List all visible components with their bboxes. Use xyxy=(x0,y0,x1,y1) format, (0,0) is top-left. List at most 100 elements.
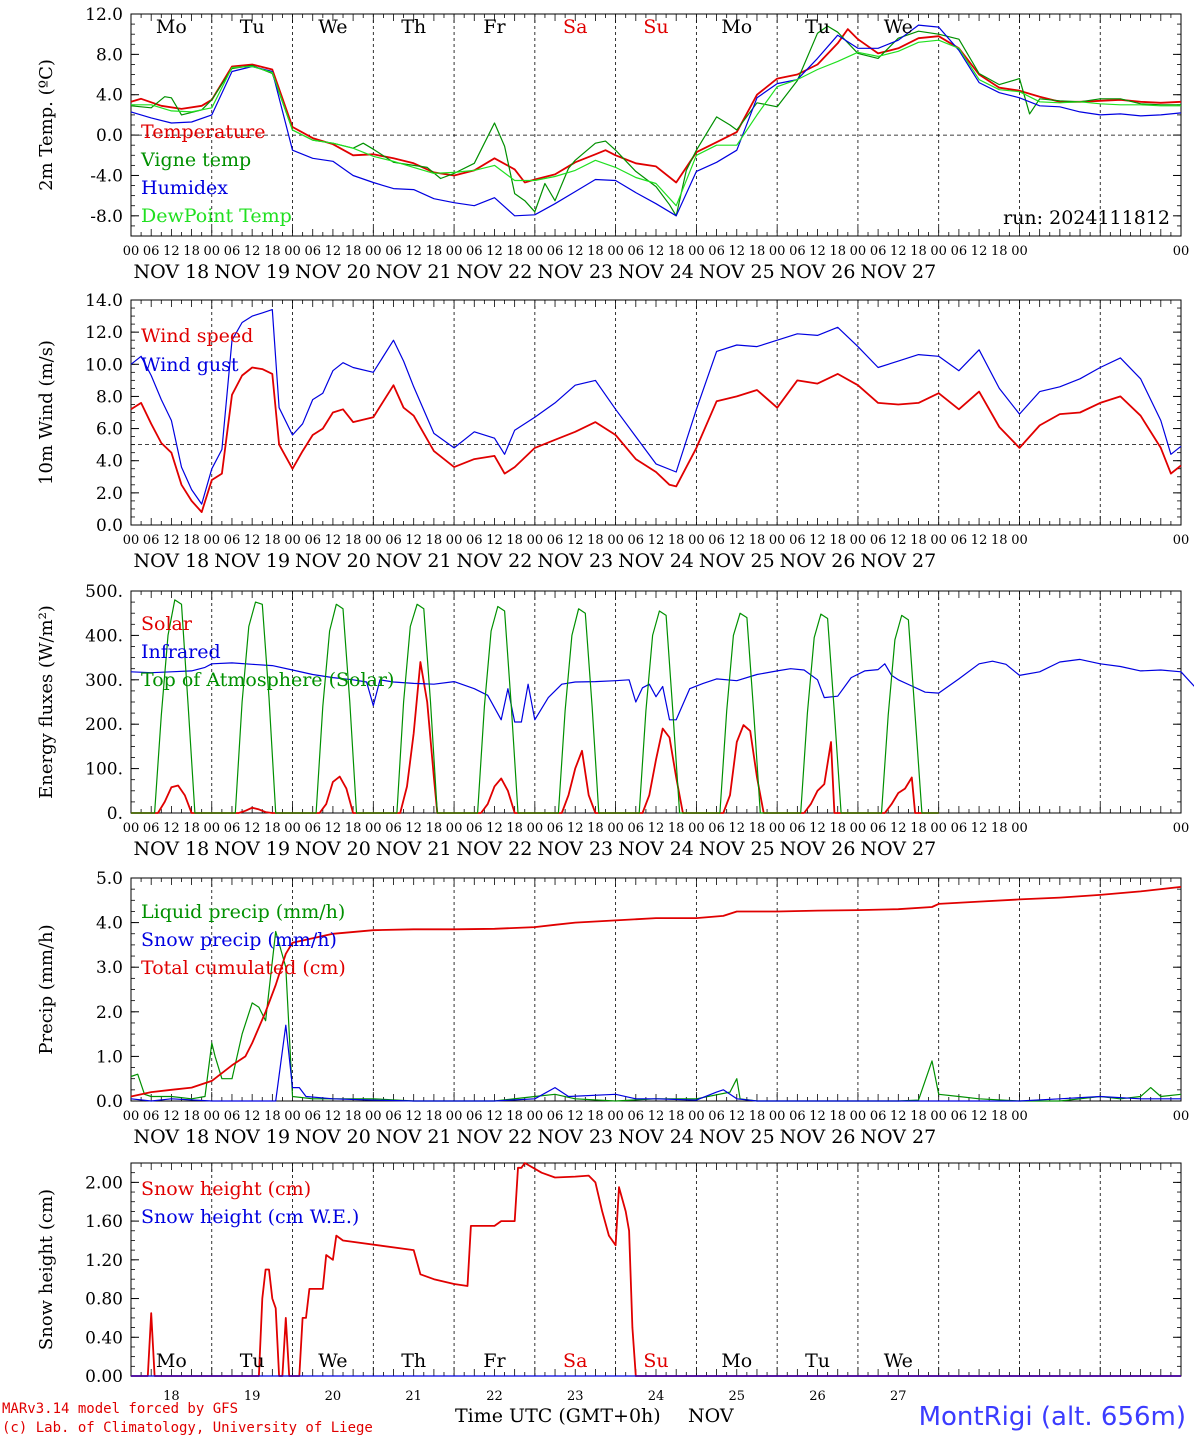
x-hour-label: 00 xyxy=(365,244,382,259)
x-hour-label: 18 xyxy=(668,533,685,548)
x-hour-label: 12 xyxy=(405,821,422,836)
y-tick-label: 500. xyxy=(85,582,123,602)
x-hour-label: 00 xyxy=(203,821,220,836)
x-hour-label: 18 xyxy=(587,244,604,259)
x-hour-label: 18 xyxy=(264,244,281,259)
date-label: NOV 22 xyxy=(457,550,533,572)
x-hour-label: 06 xyxy=(385,244,402,259)
x-hour-label: 06 xyxy=(708,533,725,548)
x-hour-label: 00 xyxy=(284,533,301,548)
x-hour-label: 00 xyxy=(850,1109,867,1124)
x-hour-label: 06 xyxy=(224,244,241,259)
x-hour-label: 12 xyxy=(809,821,826,836)
date-label: NOV 18 xyxy=(133,1126,209,1148)
date-label: NOV 22 xyxy=(457,838,533,860)
y-axis-label: 10m Wind (m/s) xyxy=(36,340,57,485)
y-axis-label: Snow height (cm) xyxy=(36,1189,57,1350)
date-label: NOV 27 xyxy=(860,838,936,860)
x-hour-label: 00 xyxy=(688,533,705,548)
y-tick-label: 12.0 xyxy=(85,323,123,343)
x-hour-label: 18 xyxy=(668,1109,685,1124)
y-tick-label: 14.0 xyxy=(85,291,123,311)
x-hour-label: 06 xyxy=(547,244,564,259)
x-hour-label: 18 xyxy=(910,244,927,259)
plot-frame xyxy=(130,299,1182,526)
date-label: NOV 20 xyxy=(295,838,371,860)
series-line xyxy=(130,886,1182,1098)
weekday-label: We xyxy=(884,1350,913,1372)
x-hour-label: 00 xyxy=(123,821,140,836)
x-hour-label: 12 xyxy=(486,244,503,259)
date-label: NOV 23 xyxy=(537,261,613,283)
date-label: NOV 26 xyxy=(780,261,856,283)
x-hour-label: 00 xyxy=(930,1109,947,1124)
date-label: NOV 24 xyxy=(618,1126,694,1148)
x-hour-label: 12 xyxy=(325,821,342,836)
x-hour-label: 06 xyxy=(304,244,321,259)
y-tick-label: 6.0 xyxy=(96,420,123,440)
x-hour-label: 18 xyxy=(749,821,766,836)
weekday-label: Su xyxy=(643,16,668,38)
y-tick-label: 2.00 xyxy=(85,1173,123,1193)
x-hour-label: 06 xyxy=(224,1109,241,1124)
x-hour-label: 00 xyxy=(527,821,544,836)
x-hour-label: 00 xyxy=(284,821,301,836)
x-hour-label: 00 xyxy=(1011,1109,1028,1124)
x-hour-label: 18 xyxy=(426,244,443,259)
x-hour-label: 18 xyxy=(910,821,927,836)
plot-frame xyxy=(130,13,1182,237)
x-hour-label: 06 xyxy=(708,821,725,836)
legend-label: Solar xyxy=(141,613,193,635)
x-hour-label: 00 xyxy=(769,533,786,548)
weekday-label: We xyxy=(318,1350,347,1372)
y-tick-label: 12.0 xyxy=(85,5,123,25)
x-hour-label: 06 xyxy=(628,821,645,836)
y-tick-label: 5.0 xyxy=(96,869,123,889)
x-hour-label: 12 xyxy=(567,244,584,259)
date-label: NOV 27 xyxy=(860,1126,936,1148)
panel-3 xyxy=(130,590,1194,814)
x-hour-label: 00 xyxy=(123,533,140,548)
panel-4 xyxy=(130,877,1182,1102)
x-hour-label: 12 xyxy=(809,533,826,548)
x-hour-label: 06 xyxy=(547,1109,564,1124)
x-hour-label: 12 xyxy=(567,821,584,836)
x-hour-label: 06 xyxy=(143,533,160,548)
x-hour-label: 12 xyxy=(728,244,745,259)
x-hour-label: 12 xyxy=(244,821,261,836)
date-label: NOV 18 xyxy=(133,261,209,283)
weekday-label: We xyxy=(318,16,347,38)
date-label: NOV 24 xyxy=(618,550,694,572)
x-hour-label: 06 xyxy=(870,1109,887,1124)
date-label: 22 xyxy=(486,1389,503,1404)
x-hour-label: 06 xyxy=(304,1109,321,1124)
date-label: 26 xyxy=(809,1389,826,1404)
x-hour-label: 12 xyxy=(728,533,745,548)
x-hour-label: 18 xyxy=(910,533,927,548)
y-tick-label: 4.0 xyxy=(96,86,123,106)
weekday-label: Mo xyxy=(156,16,187,38)
date-label: NOV 19 xyxy=(214,261,290,283)
x-hour-label: 12 xyxy=(405,533,422,548)
y-tick-label: 0.00 xyxy=(85,1367,123,1387)
date-label: NOV 26 xyxy=(780,838,856,860)
x-hour-label: 00 xyxy=(203,533,220,548)
x-hour-label: 18 xyxy=(829,533,846,548)
x-hour-label: 00 xyxy=(769,1109,786,1124)
y-tick-label: 0.40 xyxy=(85,1328,123,1348)
x-hour-label: 12 xyxy=(405,1109,422,1124)
x-hour-label: 12 xyxy=(163,1109,180,1124)
x-hour-label: 06 xyxy=(547,821,564,836)
x-hour-label: 18 xyxy=(991,533,1008,548)
x-hour-label: 00 xyxy=(123,244,140,259)
y-tick-label: 10.0 xyxy=(85,355,123,375)
date-label: 27 xyxy=(890,1389,907,1404)
date-label: 19 xyxy=(244,1389,261,1404)
date-label: NOV 25 xyxy=(699,550,775,572)
x-axis-title: Time UTC (GMT+0h) xyxy=(455,1405,661,1427)
weekday-label: Mo xyxy=(721,16,752,38)
x-hour-label: 00 xyxy=(930,244,947,259)
x-hour-label: 18 xyxy=(910,1109,927,1124)
legend-label: Infrared xyxy=(141,641,221,663)
x-hour-label: 12 xyxy=(567,1109,584,1124)
